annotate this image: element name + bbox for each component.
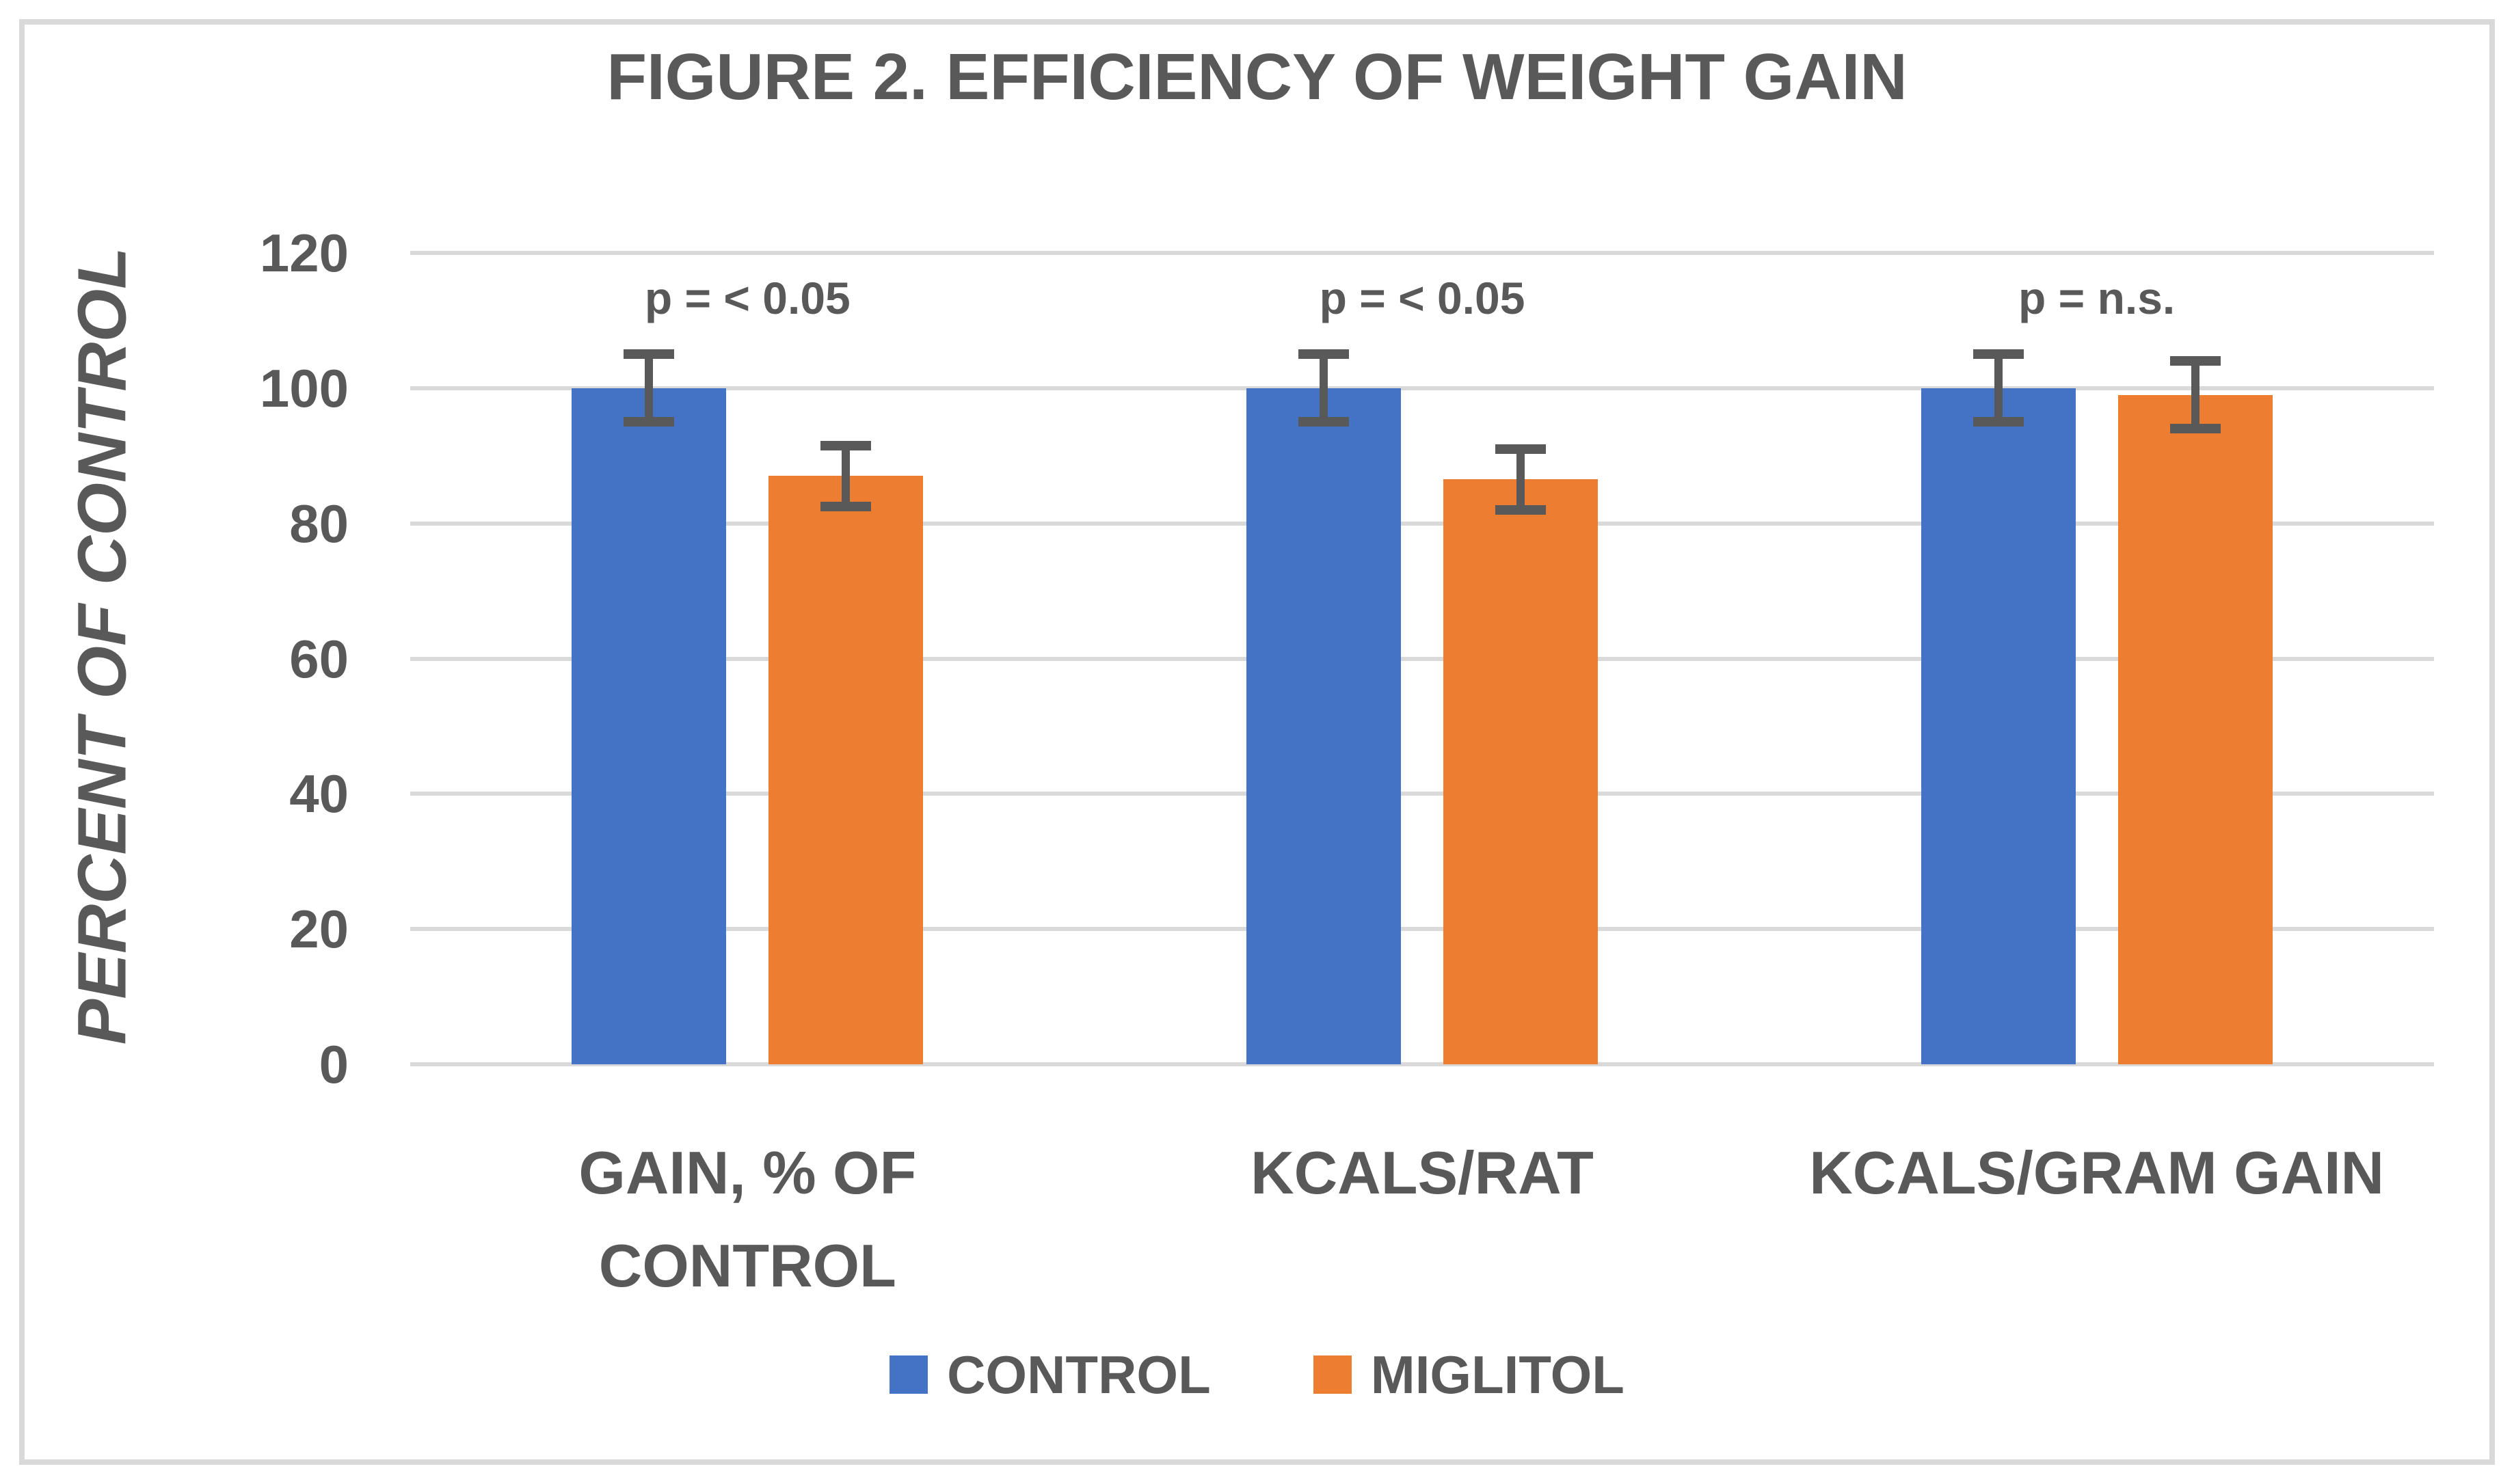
- error-bar-cap-top-control-group-3: [1973, 349, 2024, 360]
- bar-miglitol-group-2: [1443, 479, 1598, 1064]
- legend-label-control: CONTROL: [947, 1345, 1211, 1405]
- error-bar-miglitol-group-1: [842, 445, 851, 507]
- y-tick-label-100: 100: [259, 357, 349, 418]
- y-tick-label-60: 60: [289, 628, 349, 689]
- error-bar-cap-bottom-control-group-2: [1298, 417, 1349, 427]
- x-category-label-group-1: GAIN, % OF CONTROL: [578, 1139, 917, 1300]
- chart-title: FIGURE 2. EFFICIENCY OF WEIGHT GAIN: [606, 40, 1908, 113]
- error-bar-miglitol-group-3: [2191, 361, 2199, 429]
- legend-label-miglitol: MIGLITOL: [1370, 1345, 1624, 1405]
- bar-miglitol-group-3: [2117, 394, 2273, 1064]
- error-bar-control-group-1: [645, 354, 654, 422]
- y-tick-label-120: 120: [259, 223, 349, 283]
- p-value-annotation-group-1: p = < 0.05: [644, 273, 851, 323]
- p-value-annotation-group-2: p = < 0.05: [1319, 273, 1525, 323]
- error-bar-cap-top-miglitol-group-3: [2169, 356, 2221, 366]
- gridline-0: [410, 1062, 2434, 1066]
- error-bar-cap-bottom-control-group-1: [624, 417, 675, 427]
- legend-item-control: CONTROL: [890, 1348, 1211, 1401]
- gridline-80: [410, 521, 2434, 526]
- gridline-60: [410, 656, 2434, 661]
- gridline-40: [410, 792, 2434, 796]
- bar-control-group-3: [1921, 388, 2076, 1064]
- y-tick-label-80: 80: [289, 493, 349, 554]
- error-bar-cap-top-control-group-2: [1298, 349, 1349, 360]
- bar-control-group-1: [572, 388, 727, 1064]
- error-bar-cap-bottom-miglitol-group-3: [2169, 424, 2221, 434]
- legend-swatch-control: [890, 1355, 928, 1394]
- error-bar-control-group-3: [1994, 354, 2003, 422]
- p-value-annotation-group-3: p = n.s.: [2018, 273, 2176, 323]
- legend: CONTROL MIGLITOL: [0, 1348, 2514, 1401]
- y-tick-label-40: 40: [289, 764, 349, 824]
- error-bar-control-group-2: [1320, 354, 1328, 422]
- error-bar-cap-bottom-miglitol-group-1: [820, 501, 872, 511]
- error-bar-cap-top-control-group-1: [624, 349, 675, 360]
- bar-control-group-2: [1246, 388, 1401, 1064]
- y-tick-label-20: 20: [289, 899, 349, 960]
- error-bar-cap-bottom-control-group-3: [1973, 417, 2024, 427]
- gridline-120: [410, 251, 2434, 255]
- y-tick-label-0: 0: [319, 1034, 349, 1094]
- gridline-100: [410, 386, 2434, 390]
- error-bar-miglitol-group-2: [1516, 448, 1525, 510]
- gridline-20: [410, 927, 2434, 932]
- bar-miglitol-group-1: [768, 476, 924, 1064]
- legend-item-miglitol: MIGLITOL: [1313, 1348, 1624, 1401]
- error-bar-cap-top-miglitol-group-2: [1495, 444, 1546, 454]
- x-category-label-group-2: KCALS/RAT: [1251, 1139, 1594, 1206]
- error-bar-cap-bottom-miglitol-group-2: [1495, 504, 1546, 515]
- legend-swatch-miglitol: [1313, 1355, 1352, 1394]
- x-category-label-group-3: KCALS/GRAM GAIN: [1809, 1139, 2385, 1206]
- error-bar-cap-top-miglitol-group-1: [820, 440, 872, 450]
